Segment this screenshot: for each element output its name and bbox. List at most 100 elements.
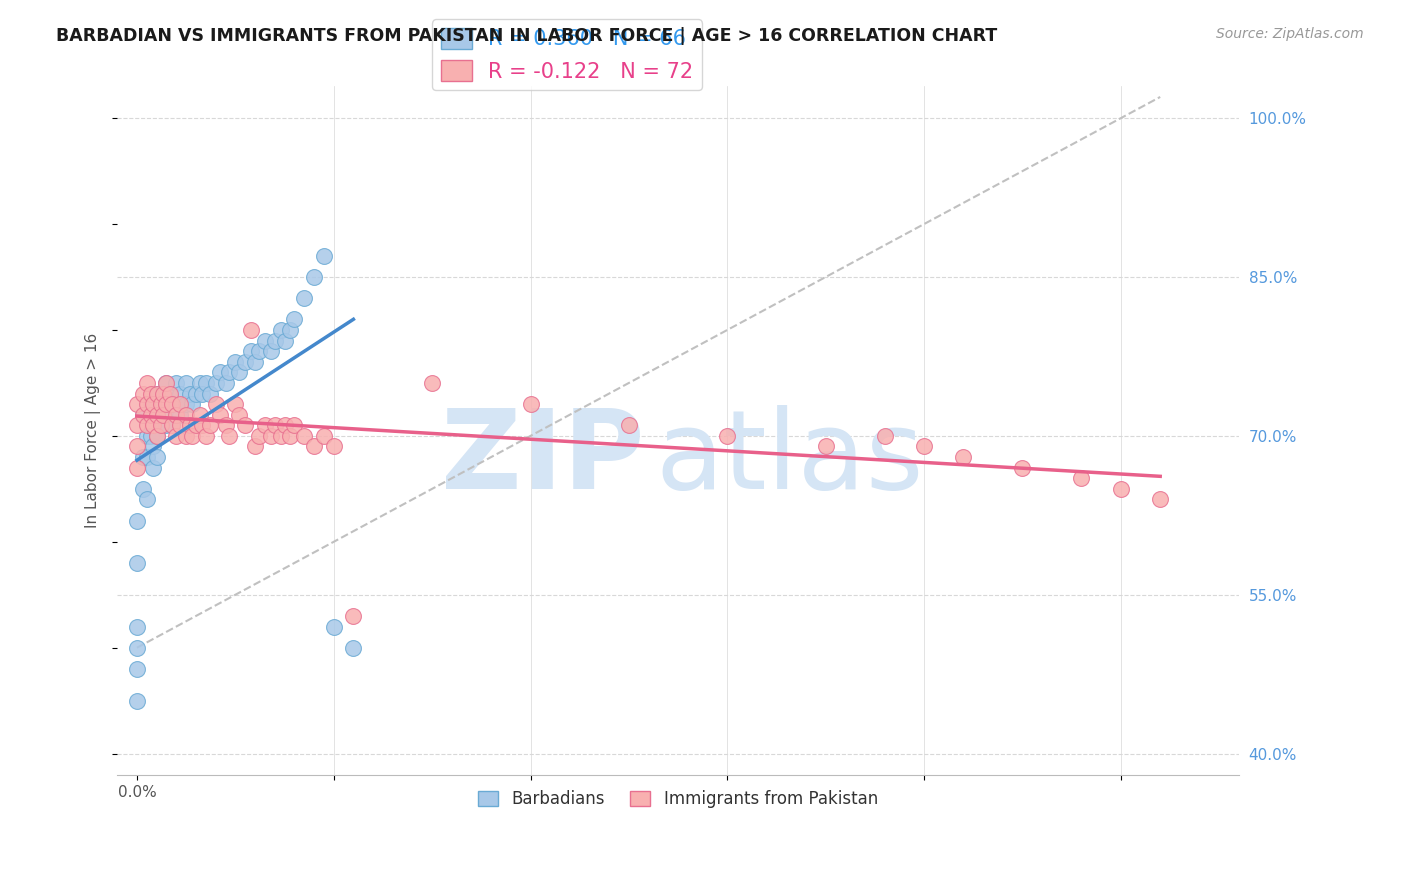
Point (125, 460, 148, 475)
Point (132, 482, 155, 496)
Point (152, 386, 174, 401)
Point (204, 397, 226, 411)
Point (145, 408, 167, 422)
Point (240, 344, 263, 359)
Point (162, 397, 184, 411)
Text: Source: ZipAtlas.com: Source: ZipAtlas.com (1216, 27, 1364, 41)
Point (312, 429, 335, 443)
Point (617, 418, 640, 433)
Point (135, 376, 157, 390)
Point (181, 397, 204, 411)
Point (233, 355, 256, 369)
Point (149, 397, 172, 411)
Point (145, 450, 167, 464)
Point (184, 418, 207, 433)
Point (125, 619, 148, 633)
Text: atlas: atlas (655, 405, 924, 512)
Point (342, 609, 364, 624)
Point (145, 408, 167, 422)
Point (149, 397, 172, 411)
Point (155, 397, 177, 411)
Point (253, 334, 276, 348)
Point (139, 408, 162, 422)
Point (142, 408, 165, 422)
Point (135, 418, 157, 433)
Point (165, 429, 187, 443)
Point (263, 418, 285, 433)
Point (280, 429, 302, 443)
Point (312, 249, 335, 263)
Point (152, 386, 174, 401)
Point (716, 429, 738, 443)
Point (125, 640, 148, 655)
Point (125, 514, 148, 528)
Text: BARBADIAN VS IMMIGRANTS FROM PAKISTAN IN LABOR FORCE | AGE > 16 CORRELATION CHAR: BARBADIAN VS IMMIGRANTS FROM PAKISTAN IN… (56, 27, 997, 45)
Point (273, 418, 295, 433)
Point (145, 386, 167, 401)
Point (233, 418, 256, 433)
Point (214, 418, 236, 433)
Point (142, 460, 165, 475)
Point (292, 429, 315, 443)
Point (873, 429, 896, 443)
Point (247, 429, 270, 443)
Point (169, 418, 191, 433)
Point (135, 429, 157, 443)
Point (1109, 482, 1132, 496)
Point (912, 440, 935, 454)
Point (1011, 460, 1033, 475)
Point (302, 440, 325, 454)
Point (260, 429, 283, 443)
Point (162, 418, 184, 433)
Point (1070, 471, 1092, 485)
Point (283, 312, 305, 326)
Point (162, 397, 184, 411)
Point (240, 323, 263, 337)
Point (228, 365, 250, 379)
Point (191, 386, 214, 401)
Point (302, 270, 325, 285)
Point (132, 386, 155, 401)
Text: ZIP: ZIP (441, 405, 644, 512)
Point (214, 376, 236, 390)
Point (162, 418, 184, 433)
Point (169, 386, 191, 401)
Point (174, 429, 197, 443)
Point (260, 344, 283, 359)
Point (420, 376, 443, 390)
Point (125, 662, 148, 676)
Point (165, 376, 187, 390)
Legend: Barbadians, Immigrants from Pakistan: Barbadians, Immigrants from Pakistan (472, 783, 884, 814)
Point (952, 450, 974, 464)
Point (165, 408, 187, 422)
Point (263, 334, 285, 348)
Point (125, 694, 148, 708)
Point (342, 640, 364, 655)
Point (155, 397, 177, 411)
Point (139, 429, 162, 443)
Point (208, 408, 231, 422)
Point (132, 408, 155, 422)
Point (152, 408, 174, 422)
Point (218, 365, 240, 379)
Point (194, 376, 217, 390)
Point (142, 440, 165, 454)
Point (145, 429, 167, 443)
Point (198, 418, 221, 433)
Point (149, 418, 172, 433)
Point (814, 440, 837, 454)
Point (165, 397, 187, 411)
Point (152, 408, 174, 422)
Point (159, 386, 181, 401)
Point (125, 418, 148, 433)
Point (149, 418, 172, 433)
Point (243, 355, 266, 369)
Point (198, 386, 221, 401)
Point (204, 376, 226, 390)
Point (1149, 492, 1171, 507)
Point (253, 418, 276, 433)
Point (208, 365, 231, 379)
Point (273, 334, 295, 348)
Point (135, 450, 157, 464)
Point (125, 556, 148, 570)
